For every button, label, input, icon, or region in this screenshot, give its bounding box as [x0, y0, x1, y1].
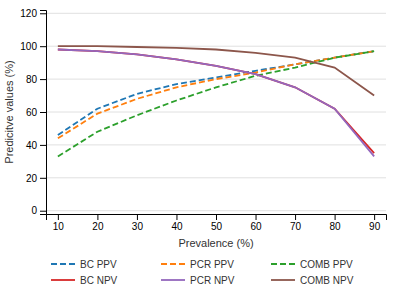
- y-tick-label: 0: [31, 205, 37, 216]
- y-tick-label: 80: [26, 74, 38, 85]
- x-tick-mark: [216, 214, 217, 220]
- y-tick: 40: [26, 140, 46, 151]
- x-axis: 10 20 30 40 50 60 70 80 90: [47, 214, 387, 232]
- chart: 10 20 30 40 50 60 70 80 90 0 20 40 60 80 100 120 Prevale…: [0, 0, 400, 292]
- series-line: [58, 51, 374, 135]
- legend-label: PCR PPV: [190, 259, 234, 270]
- x-tick: 70: [290, 214, 302, 232]
- x-tick-label: 80: [330, 221, 342, 232]
- x-tick: 20: [92, 214, 104, 232]
- y-axis: 0 20 40 60 80 100 120: [20, 8, 46, 216]
- x-tick-mark: [176, 214, 177, 220]
- legend-swatch: [161, 279, 185, 281]
- x-tick-mark: [97, 214, 98, 220]
- y-tick-mark: [40, 145, 46, 146]
- x-tick-label: 40: [171, 221, 183, 232]
- series-line: [58, 51, 374, 138]
- x-tick-label: 30: [132, 221, 144, 232]
- x-tick: 50: [211, 214, 223, 232]
- x-tick-mark: [58, 214, 59, 220]
- legend-label: BC NPV: [80, 275, 118, 286]
- grid: [46, 13, 386, 210]
- y-tick-mark: [40, 13, 46, 14]
- y-tick-mark: [40, 211, 46, 212]
- grid-line: [46, 210, 386, 211]
- legend-item: BC NPV: [51, 275, 118, 286]
- y-tick: 20: [26, 173, 46, 184]
- legend-item: BC PPV: [51, 259, 117, 270]
- x-tick-label: 70: [290, 221, 302, 232]
- x-tick-mark: [335, 214, 336, 220]
- legend-label: BC PPV: [80, 259, 117, 270]
- legend-swatch: [271, 279, 295, 281]
- grid-line: [46, 144, 386, 145]
- legend-item: COMB NPV: [271, 275, 354, 286]
- x-tick-mark: [256, 214, 257, 220]
- x-tick-label: 20: [92, 221, 104, 232]
- legend-swatch: [51, 263, 75, 265]
- legend-swatch: [161, 263, 185, 265]
- y-tick: 80: [26, 74, 46, 85]
- y-tick: 100: [20, 41, 46, 52]
- legend-item: PCR PPV: [161, 259, 234, 270]
- x-tick: 60: [250, 214, 262, 232]
- legend-swatch: [51, 279, 75, 281]
- y-tick-label: 60: [26, 107, 38, 118]
- x-tick-mark: [374, 214, 375, 220]
- grid-line: [46, 177, 386, 178]
- x-tick: 90: [369, 214, 381, 232]
- x-axis-line: [47, 215, 387, 221]
- legend: BC PPV PCR PPV COMB PPV BC NPV PCR NPV COMB N…: [51, 259, 354, 286]
- y-tick-label: 20: [26, 173, 38, 184]
- y-tick: 0: [31, 205, 46, 216]
- x-tick: 40: [171, 214, 183, 232]
- y-tick-label: 100: [20, 41, 37, 52]
- x-tick: 10: [53, 214, 65, 232]
- x-tick-mark: [137, 214, 138, 220]
- plot-area: [58, 46, 374, 156]
- y-tick-mark: [40, 178, 46, 179]
- grid-line: [46, 79, 386, 80]
- y-tick: 60: [26, 107, 46, 118]
- x-tick-label: 90: [369, 221, 381, 232]
- legend-item: PCR NPV: [161, 275, 235, 286]
- grid-line: [46, 112, 386, 113]
- legend-label: COMB PPV: [300, 259, 353, 270]
- y-tick: 120: [20, 8, 46, 19]
- series-line: [58, 46, 374, 95]
- x-axis-title: Prevalence (%): [178, 237, 253, 249]
- x-tick-label: 50: [211, 221, 223, 232]
- x-tick-mark: [295, 214, 296, 220]
- legend-swatch: [271, 263, 295, 265]
- x-tick: 80: [330, 214, 342, 232]
- y-tick-label: 40: [26, 140, 38, 151]
- legend-label: COMB NPV: [300, 275, 354, 286]
- y-tick-mark: [40, 112, 46, 113]
- y-axis-title: Predicitve values (%): [3, 60, 15, 163]
- legend-label: PCR NPV: [190, 275, 235, 286]
- x-tick-label: 10: [53, 221, 65, 232]
- x-tick-label: 60: [250, 221, 262, 232]
- grid-line: [46, 13, 386, 14]
- legend-item: COMB PPV: [271, 259, 353, 270]
- y-tick-mark: [40, 79, 46, 80]
- y-tick-label: 120: [20, 8, 37, 19]
- y-tick-mark: [40, 46, 46, 47]
- x-tick: 30: [132, 214, 144, 232]
- y-axis-line: [40, 11, 47, 215]
